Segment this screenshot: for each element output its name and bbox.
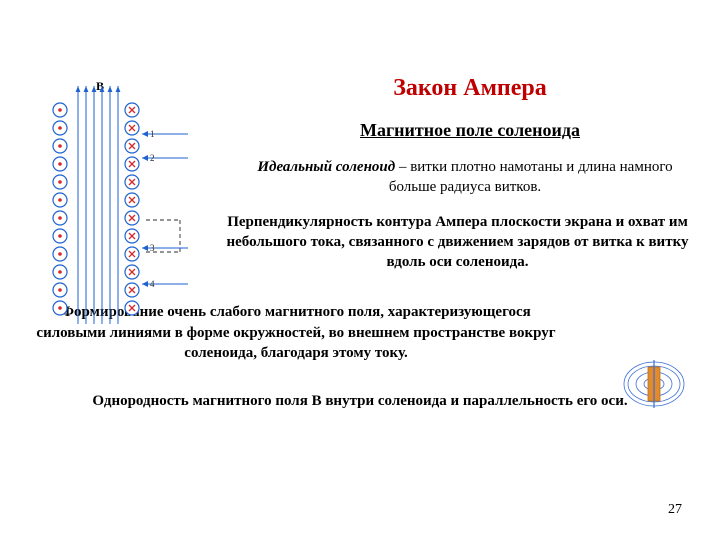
svg-text:3: 3: [150, 243, 155, 253]
paragraph-perpendicularity: Перпендикулярность контура Ампера плоско…: [223, 212, 692, 273]
lead-term: Идеальный соленоид: [257, 159, 395, 175]
paragraph-ideal-solenoid: Идеальный соленоид – витки плотно намота…: [238, 157, 692, 198]
page-title: Закон Ампера: [248, 75, 692, 102]
svg-text:1: 1: [150, 129, 155, 139]
page-subtitle: Магнитное поле соленоида: [248, 120, 692, 141]
field-lines-mini-diagram: [622, 358, 686, 410]
solenoid-diagram: B 1234: [40, 80, 190, 330]
page-number: 27: [668, 502, 682, 518]
svg-text:4: 4: [150, 279, 155, 289]
para1-rest: – витки плотно намотаны и длина намного …: [389, 159, 673, 195]
svg-text:2: 2: [150, 153, 155, 163]
paragraph-uniform-field: Однородность магнитного поля B внутри со…: [28, 391, 692, 411]
